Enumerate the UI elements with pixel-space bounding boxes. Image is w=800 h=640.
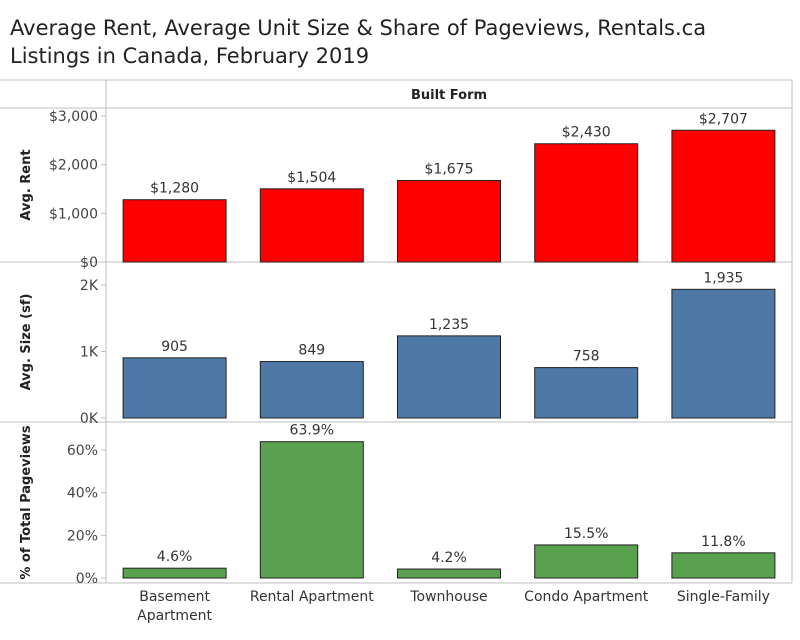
x-tick-label: Basement Apartment xyxy=(137,589,212,624)
panel-avg-rent: Avg. Rent $0 $1,000 $2,000 $3,000 $1,280 $1,50… xyxy=(19,109,776,271)
y-tick-label: 2K xyxy=(80,278,99,294)
value-label-avg-rent: $1,675 xyxy=(425,161,474,177)
y-axis-title: Avg. Rent xyxy=(19,149,34,220)
value-label-avg-size: 1,235 xyxy=(429,317,469,333)
y-tick-label: $2,000 xyxy=(49,158,98,174)
bar-pageviews xyxy=(534,544,639,579)
bar-avg-size xyxy=(397,335,501,419)
bar-pageviews xyxy=(259,441,364,579)
bar-avg-rent xyxy=(534,143,639,263)
value-label-avg-rent: $2,707 xyxy=(699,111,748,127)
panel-avg-size: Avg. Size (sf) 0K 1K 2K 905 849 1,235 758 1,935 xyxy=(19,270,776,427)
bar-pageviews xyxy=(397,568,501,579)
x-tick-label-line: Townhouse xyxy=(409,589,487,605)
x-tick-label-line: Apartment xyxy=(137,608,212,624)
value-label-avg-rent: $1,504 xyxy=(287,170,336,186)
y-tick-label: 40% xyxy=(67,486,98,502)
x-tick-label-line: Rental Apartment xyxy=(250,589,374,605)
column-header: Built Form xyxy=(411,88,487,103)
value-label-avg-size: 849 xyxy=(298,343,325,359)
x-tick-label-line: Basement xyxy=(139,589,210,605)
value-label-avg-size: 758 xyxy=(573,349,600,365)
y-tick-label: 1K xyxy=(80,345,99,361)
y-tick-label: $3,000 xyxy=(49,109,98,125)
value-label-pageviews: 15.5% xyxy=(564,526,608,542)
y-tick-label: 20% xyxy=(67,528,98,544)
value-label-avg-size: 905 xyxy=(161,339,188,355)
y-axis-title: Avg. Size (sf) xyxy=(19,294,34,391)
chart-title: Average Rent, Average Unit Size & Share … xyxy=(10,16,707,68)
bar-pageviews xyxy=(671,552,776,579)
bar-avg-rent xyxy=(671,129,776,263)
value-label-avg-rent: $1,280 xyxy=(150,181,199,197)
bar-avg-size xyxy=(671,288,776,419)
bar-avg-size xyxy=(122,357,227,419)
panel-pageviews: % of Total Pageviews 0% 20% 40% 60% 4.6% 63.9%… xyxy=(19,423,776,587)
bar-avg-size xyxy=(534,367,639,419)
x-tick-label: Rental Apartment xyxy=(250,589,374,605)
x-tick-label: Townhouse xyxy=(409,589,487,605)
value-label-pageviews: 63.9% xyxy=(290,423,334,439)
x-tick-label-line: Condo Apartment xyxy=(524,589,649,605)
chart-panels: Avg. Rent $0 $1,000 $2,000 $3,000 $1,280 $1,50… xyxy=(19,109,776,587)
bar-avg-rent xyxy=(122,199,227,263)
y-tick-label: 0K xyxy=(80,411,99,427)
bar-avg-rent xyxy=(259,188,364,263)
value-label-pageviews: 4.2% xyxy=(431,550,467,566)
value-label-avg-rent: $2,430 xyxy=(562,125,611,141)
bar-pageviews xyxy=(122,567,227,579)
x-tick-label: Single-Family xyxy=(677,589,770,605)
x-tick-label-line: Single-Family xyxy=(677,589,770,605)
x-axis: Basement Apartment Rental Apartment Townhou… xyxy=(137,589,770,624)
value-label-pageviews: 4.6% xyxy=(157,549,193,565)
y-axis-title: % of Total Pageviews xyxy=(19,425,34,580)
bar-avg-size xyxy=(259,361,364,419)
x-tick-label: Condo Apartment xyxy=(524,589,649,605)
y-tick-label: 60% xyxy=(67,443,98,459)
value-label-pageviews: 11.8% xyxy=(701,534,745,550)
y-tick-label: $0 xyxy=(80,255,98,271)
y-tick-label: $1,000 xyxy=(49,206,98,222)
bar-avg-rent xyxy=(397,179,501,263)
y-tick-label: 0% xyxy=(76,571,98,587)
value-label-avg-size: 1,935 xyxy=(703,270,743,286)
